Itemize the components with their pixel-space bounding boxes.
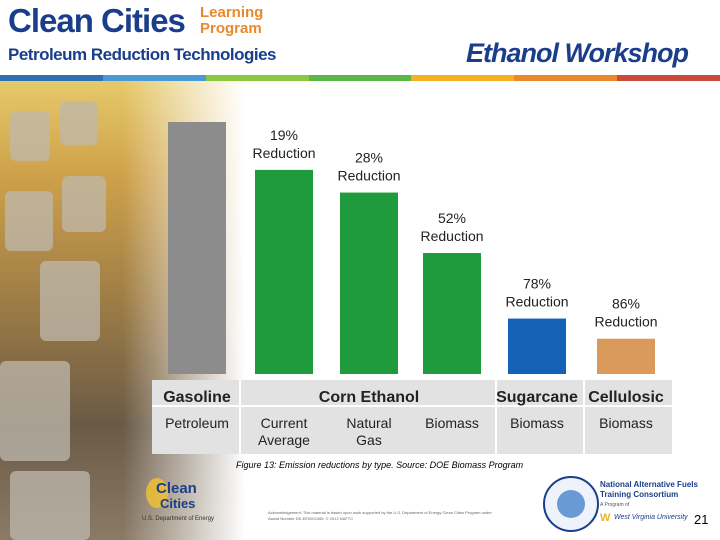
- category-label: Biomass: [599, 415, 653, 431]
- naftc-sub: A Program of: [600, 502, 630, 508]
- group-label: Gasoline: [163, 389, 231, 406]
- car-shape: [10, 111, 50, 161]
- seal-icon: [543, 476, 599, 532]
- category-label: Biomass: [510, 415, 564, 431]
- clean-cities-logo: Clean Cities: [8, 2, 186, 39]
- workshop-title: Ethanol Workshop: [465, 38, 689, 68]
- category-label-line2: Average: [258, 432, 310, 448]
- header: Clean Cities Learning Program Petroleum …: [0, 0, 720, 75]
- bar-label-pct: 52%: [438, 210, 466, 226]
- stripe-segment: [205, 75, 309, 81]
- stripe-segment: [617, 75, 720, 81]
- color-stripe: [0, 75, 720, 81]
- stripe-segment: [0, 75, 103, 81]
- logo-program-line2: Program: [200, 20, 262, 37]
- figure-caption: Figure 13: Emission reductions by type. …: [236, 460, 524, 470]
- category-label-line2: Gas: [356, 432, 382, 448]
- wvu-label: West Virginia University: [614, 514, 688, 521]
- emission-reduction-chart: 19% Reduction 28% Reduction 52% Reduction 78% R…: [152, 122, 672, 454]
- stripe-segment: [102, 75, 206, 81]
- bar-label-pct: 28%: [355, 150, 383, 166]
- doe-label: U.S. Department of Energy: [142, 516, 215, 522]
- car-shape: [62, 176, 106, 232]
- stripe-segment: [514, 75, 618, 81]
- logo-swirl-icon: [146, 478, 168, 508]
- naftc-logo: National Alternative Fuels Training Cons…: [600, 480, 698, 500]
- wvu-icon: W: [600, 512, 611, 524]
- naftc-line1: National Alternative Fuels: [600, 480, 698, 489]
- bar-label-reduction: Reduction: [420, 228, 483, 244]
- category-label: Petroleum: [165, 415, 229, 431]
- naftc-line2: Training Consortium: [600, 490, 679, 499]
- bar: [168, 122, 226, 374]
- bar: [340, 192, 398, 374]
- group-label: Corn Ethanol: [319, 389, 419, 406]
- category-label: Current: [261, 415, 308, 431]
- car-shape: [0, 361, 70, 461]
- category-label: Biomass: [425, 415, 479, 431]
- bar: [255, 169, 313, 374]
- cc-logo-line2: Cities: [160, 496, 196, 511]
- bar-label-reduction: Reduction: [252, 145, 315, 161]
- stripe-segment: [308, 75, 412, 81]
- bar-label-reduction: Reduction: [594, 314, 657, 330]
- bar-label-reduction: Reduction: [337, 168, 400, 184]
- car-shape: [60, 101, 98, 145]
- header-subtitle: Petroleum Reduction Technologies: [8, 45, 277, 64]
- car-shape: [10, 471, 90, 540]
- car-shape: [40, 261, 100, 341]
- learning-program-logo: Learning Program: [200, 5, 263, 37]
- bar-label-pct: 19%: [270, 127, 298, 143]
- bar: [597, 338, 655, 374]
- group-label: Sugarcane: [496, 389, 578, 406]
- acknowledgement-text: Acknowledgement: This material is based …: [268, 510, 492, 521]
- clean-cities-footer-logo: Clean Cities U.S. Department of Energy: [138, 474, 230, 526]
- cc-logo-line1: Clean: [156, 480, 197, 497]
- bar-label-reduction: Reduction: [505, 294, 568, 310]
- car-shape: [5, 191, 53, 251]
- category-label: Natural: [346, 415, 391, 431]
- bar: [423, 253, 481, 374]
- bar-label-pct: 78%: [523, 276, 551, 292]
- stripe-segment: [411, 75, 515, 81]
- label-panel: [152, 380, 672, 454]
- page-number: 21: [694, 512, 709, 527]
- bar: [508, 318, 566, 374]
- logo-program-line1: Learning: [200, 4, 264, 21]
- group-label: Cellulosic: [588, 389, 664, 406]
- bar-label-pct: 86%: [612, 296, 640, 312]
